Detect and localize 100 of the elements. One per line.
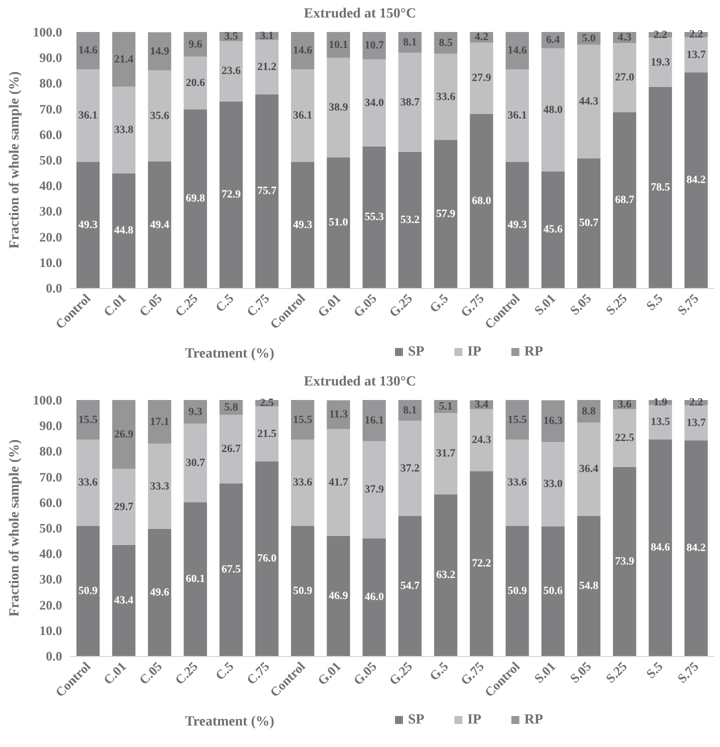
data-label: 53.2 bbox=[400, 214, 420, 226]
bar bbox=[398, 420, 422, 516]
data-label: 38.9 bbox=[328, 102, 349, 114]
x-tick-label: S.25 bbox=[602, 290, 630, 318]
data-label: 36.1 bbox=[293, 110, 312, 122]
bar bbox=[184, 109, 207, 288]
bar bbox=[291, 32, 314, 70]
data-label: 36.1 bbox=[78, 110, 98, 122]
bar bbox=[470, 408, 494, 472]
y-tick-label: 10.0 bbox=[39, 254, 62, 270]
data-label: 75.7 bbox=[257, 185, 278, 198]
y-tick-label: 0.0 bbox=[46, 648, 62, 664]
x-tick-label: S.75 bbox=[674, 290, 702, 318]
data-label: 8.1 bbox=[403, 36, 417, 48]
x-tick-label: C.5 bbox=[212, 658, 237, 683]
data-label: 46.9 bbox=[328, 590, 349, 602]
data-label: 22.5 bbox=[614, 432, 635, 444]
data-label: 34.0 bbox=[364, 96, 384, 109]
bar bbox=[255, 94, 279, 288]
y-tick-label: 100.0 bbox=[32, 392, 62, 408]
bar bbox=[291, 526, 314, 656]
bar bbox=[112, 173, 136, 288]
bar bbox=[612, 43, 636, 112]
bar bbox=[506, 440, 529, 526]
data-label: 16.3 bbox=[543, 415, 564, 428]
bar bbox=[76, 526, 100, 656]
data-label: 3.6 bbox=[618, 398, 632, 411]
data-label: 2.2 bbox=[653, 28, 668, 41]
bar bbox=[219, 101, 243, 288]
y-tick-label: 30.0 bbox=[39, 204, 62, 219]
data-label: 50.9 bbox=[78, 584, 98, 597]
y-axis-title: Fraction of whole sample (%) bbox=[8, 439, 22, 617]
data-label: 49.3 bbox=[78, 218, 98, 231]
legend-label: IP bbox=[467, 712, 482, 728]
bar bbox=[434, 32, 458, 54]
data-label: 8.5 bbox=[438, 36, 454, 49]
data-label: 21.2 bbox=[257, 61, 278, 74]
bar bbox=[148, 70, 172, 162]
data-label: 23.6 bbox=[221, 65, 242, 78]
y-tick-label: 20.0 bbox=[39, 597, 62, 612]
bar bbox=[506, 69, 529, 162]
legend-label: RP bbox=[524, 712, 544, 728]
bar bbox=[470, 114, 494, 288]
bar bbox=[219, 414, 243, 484]
y-tick-label: 20.0 bbox=[39, 229, 62, 244]
bar bbox=[612, 112, 636, 288]
data-label: 14.9 bbox=[150, 45, 170, 58]
data-label: 68.0 bbox=[472, 194, 492, 207]
data-label: 68.7 bbox=[614, 194, 635, 206]
bar bbox=[184, 32, 207, 57]
y-tick-label: 60.0 bbox=[39, 494, 62, 510]
bar bbox=[326, 429, 350, 536]
bar bbox=[255, 406, 279, 462]
x-tick-label: G.75 bbox=[458, 658, 488, 688]
data-label: 10.7 bbox=[364, 40, 384, 52]
data-label: 13.5 bbox=[650, 416, 670, 428]
data-label: 33.8 bbox=[114, 124, 134, 136]
data-label: 8.8 bbox=[582, 405, 596, 418]
data-label: 60.1 bbox=[186, 573, 205, 586]
bar bbox=[112, 32, 136, 87]
bar bbox=[398, 52, 422, 152]
data-label: 50.6 bbox=[543, 585, 564, 598]
data-label: 14.6 bbox=[78, 44, 98, 57]
x-tick-label: S.75 bbox=[674, 658, 702, 686]
y-tick-label: 60.0 bbox=[39, 126, 62, 142]
bar bbox=[398, 516, 422, 656]
bar bbox=[684, 72, 708, 288]
x-tick-label: G.01 bbox=[314, 658, 344, 688]
x-tick-label: S.01 bbox=[531, 290, 558, 318]
x-axis-title: Treatment (%) bbox=[185, 346, 275, 362]
data-label: 33.3 bbox=[150, 480, 170, 492]
data-label: 21.5 bbox=[257, 428, 278, 440]
data-label: 3.1 bbox=[260, 30, 274, 42]
data-label: 6.4 bbox=[546, 34, 560, 46]
bar bbox=[577, 158, 600, 288]
data-label: 54.7 bbox=[400, 580, 420, 592]
x-tick-label: C.75 bbox=[243, 290, 273, 320]
y-tick-label: 50.0 bbox=[39, 520, 62, 536]
data-label: 10.1 bbox=[328, 38, 348, 51]
data-label: 19.3 bbox=[650, 56, 670, 68]
data-label: 14.6 bbox=[293, 44, 313, 57]
x-tick-label: G.5 bbox=[426, 290, 452, 316]
bar bbox=[684, 37, 708, 72]
data-label: 30.7 bbox=[186, 456, 206, 469]
data-label: 1.9 bbox=[653, 396, 668, 408]
bar bbox=[219, 40, 243, 102]
bar bbox=[148, 444, 172, 530]
legend-label: SP bbox=[408, 344, 425, 360]
bar bbox=[612, 409, 636, 467]
bar bbox=[470, 471, 494, 656]
bar bbox=[184, 400, 207, 424]
bar bbox=[577, 422, 600, 516]
bar bbox=[219, 483, 243, 656]
data-label: 16.1 bbox=[364, 414, 384, 427]
bar bbox=[541, 171, 565, 288]
x-tick-label: G.25 bbox=[386, 658, 416, 688]
data-label: 84.6 bbox=[650, 542, 670, 554]
data-label: 76.0 bbox=[257, 552, 278, 565]
legend-label: SP bbox=[408, 712, 425, 728]
data-label: 17.1 bbox=[150, 416, 170, 428]
